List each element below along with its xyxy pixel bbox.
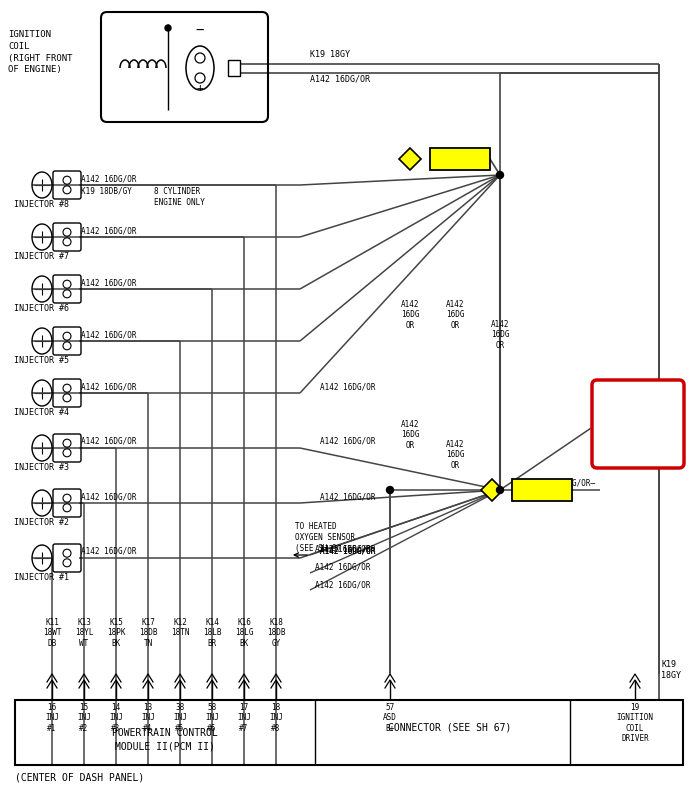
Text: K15
18PK
BK: K15 18PK BK [107,618,125,648]
Text: 18
INJ
#8: 18 INJ #8 [269,703,283,733]
Text: 16
INJ
#1: 16 INJ #1 [45,703,59,733]
FancyBboxPatch shape [592,380,684,468]
Text: A142 16DG/OR: A142 16DG/OR [81,226,136,235]
Text: 15
INJ
#2: 15 INJ #2 [77,703,91,733]
Text: 13
INJ
#4: 13 INJ #4 [141,703,155,733]
Text: A142 16DG/OR: A142 16DG/OR [320,547,375,556]
Text: 17
INJ
#7: 17 INJ #7 [237,703,251,733]
Text: A142 16DG/OR: A142 16DG/OR [320,382,375,391]
Text: K19 18DB/GY: K19 18DB/GY [81,187,132,196]
Text: A142 16DG/OR: A142 16DG/OR [81,174,136,183]
Text: −: − [196,23,204,37]
Text: A142 16DG/OR: A142 16DG/OR [81,382,136,391]
Text: A142 16DG/OR: A142 16DG/OR [315,563,370,572]
Polygon shape [399,148,421,170]
Text: +: + [196,83,203,93]
Text: A142 16DG/OR: A142 16DG/OR [320,544,375,553]
Text: A142: A142 [531,486,553,494]
Text: (CENTER OF DASH PANEL): (CENTER OF DASH PANEL) [15,773,144,783]
Text: A142 16DG/OR: A142 16DG/OR [315,580,370,589]
Circle shape [387,486,394,494]
Circle shape [496,486,503,494]
Text: 8 CYLINDER
ENGINE ONLY: 8 CYLINDER ENGINE ONLY [154,187,205,207]
Text: RELAY: RELAY [615,418,661,433]
Text: INJECTOR #6: INJECTOR #6 [15,304,69,313]
Text: INJECTOR #3: INJECTOR #3 [15,463,69,472]
Text: A142
16DG
OR: A142 16DG OR [401,420,419,450]
Text: POWERTRAIN CONTROL
MODULE II(PCM II): POWERTRAIN CONTROL MODULE II(PCM II) [112,728,218,751]
Text: K14
18LB
BR: K14 18LB BR [203,618,222,648]
Text: OUTPUT: OUTPUT [611,439,665,454]
Text: A142 16DG/OR: A142 16DG/OR [81,437,136,446]
Text: 1C A142: 1C A142 [441,154,479,163]
Text: INJECTOR #4: INJECTOR #4 [15,408,69,417]
Text: K17
18DB
TN: K17 18DB TN [138,618,157,648]
Text: A142
16DG
OR: A142 16DG OR [401,300,419,330]
Text: K19
18GY: K19 18GY [661,660,681,680]
Text: K18
18DB
GY: K18 18DB GY [267,618,285,648]
Circle shape [496,171,503,179]
Polygon shape [481,479,503,501]
Text: K19 18GY: K19 18GY [310,50,350,59]
Text: K16
18LG
BK: K16 18LG BK [235,618,253,648]
Text: A142
16DG
OR: A142 16DG OR [446,300,464,330]
Text: 58
INJ
#6: 58 INJ #6 [205,703,219,733]
Text: INJECTOR #2: INJECTOR #2 [15,518,69,527]
Text: A142 16DG/OR: A142 16DG/OR [81,492,136,501]
Text: K12
18TN: K12 18TN [171,618,189,638]
Text: A142 16DG/OR: A142 16DG/OR [315,545,370,554]
Circle shape [165,25,171,31]
Text: CONNECTOR (SEE SH 67): CONNECTOR (SEE SH 67) [389,723,512,733]
Text: INJECTOR #5: INJECTOR #5 [15,356,69,365]
Text: 14
INJ
#3: 14 INJ #3 [109,703,123,733]
Text: A142 16DG/OR: A142 16DG/OR [320,492,375,501]
Bar [430,148,490,170]
Text: A142 16DG/OR: A142 16DG/OR [81,330,136,339]
Bar [15,700,683,765]
Text: INJECTOR #8: INJECTOR #8 [15,200,69,209]
Text: K11
18WT
DB: K11 18WT DB [43,618,62,648]
Text: 38
INJ
#5: 38 INJ #5 [173,703,187,733]
Text: A142 16DG/OR—: A142 16DG/OR— [535,479,595,488]
Text: A142 16DG/OR: A142 16DG/OR [81,278,136,287]
Bar [512,479,572,501]
Text: A142 16DG/OR: A142 16DG/OR [81,547,136,556]
Text: INJECTOR #7: INJECTOR #7 [15,252,69,261]
Bar [228,60,240,76]
Text: K13
18YL
WT: K13 18YL WT [75,618,93,648]
Text: ASD: ASD [624,397,651,412]
Text: 57
ASD
B+: 57 ASD B+ [383,703,397,733]
Text: IGNITION
COIL
(RIGHT FRONT
OF ENGINE): IGNITION COIL (RIGHT FRONT OF ENGINE) [8,30,73,74]
Text: A142 16DG/OR: A142 16DG/OR [310,74,370,83]
Text: TO HEATED
OXYGEN SENSOR
(SEE SH 9): TO HEATED OXYGEN SENSOR (SEE SH 9) [295,522,355,553]
Text: A142 16DG/OR: A142 16DG/OR [320,547,375,556]
Text: INJECTOR #1: INJECTOR #1 [15,573,69,582]
Text: 19
IGNITION
COIL
DRIVER: 19 IGNITION COIL DRIVER [617,703,654,743]
Text: A142
16DG
OR: A142 16DG OR [446,440,464,469]
Text: A142
16DG
OR: A142 16DG OR [491,320,510,350]
Text: A142 16DG/OR: A142 16DG/OR [320,437,375,446]
